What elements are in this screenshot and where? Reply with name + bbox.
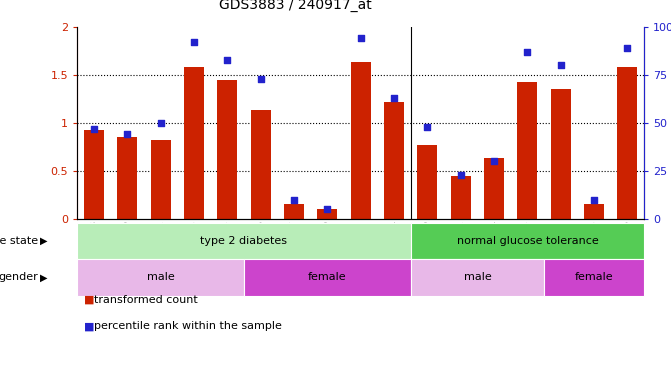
Text: disease state: disease state bbox=[0, 236, 38, 246]
Point bbox=[488, 158, 499, 164]
Point bbox=[189, 39, 199, 45]
Bar bbox=[284, 204, 304, 219]
Bar bbox=[317, 209, 338, 219]
Bar bbox=[617, 67, 637, 219]
Point bbox=[522, 49, 533, 55]
Text: ▶: ▶ bbox=[40, 272, 47, 283]
Point bbox=[389, 95, 399, 101]
Point bbox=[588, 197, 599, 203]
Text: male: male bbox=[464, 272, 491, 283]
Point bbox=[289, 197, 299, 203]
Text: gender: gender bbox=[0, 272, 38, 283]
Point bbox=[456, 172, 466, 178]
Text: type 2 diabetes: type 2 diabetes bbox=[201, 236, 287, 246]
Bar bbox=[217, 80, 238, 219]
Text: female: female bbox=[575, 272, 613, 283]
Text: female: female bbox=[308, 272, 347, 283]
Bar bbox=[384, 102, 404, 219]
Bar bbox=[484, 158, 504, 219]
Text: GDS3883 / 240917_at: GDS3883 / 240917_at bbox=[219, 0, 372, 12]
Point bbox=[356, 35, 366, 41]
Text: ■: ■ bbox=[84, 295, 95, 305]
Bar bbox=[417, 145, 437, 219]
Point bbox=[422, 124, 433, 130]
Bar bbox=[117, 137, 137, 219]
Point bbox=[255, 76, 266, 82]
Point bbox=[155, 120, 166, 126]
Point bbox=[556, 62, 566, 68]
Bar bbox=[184, 67, 204, 219]
Bar bbox=[517, 82, 537, 219]
Text: normal glucose tolerance: normal glucose tolerance bbox=[456, 236, 599, 246]
Point bbox=[89, 126, 99, 132]
Bar bbox=[84, 130, 104, 219]
Bar bbox=[250, 111, 270, 219]
Bar bbox=[451, 176, 471, 219]
Bar bbox=[584, 204, 604, 219]
Point bbox=[322, 206, 333, 212]
Text: ■: ■ bbox=[84, 321, 95, 331]
Point bbox=[622, 45, 633, 51]
Point bbox=[222, 56, 233, 63]
Point bbox=[122, 131, 133, 137]
Bar bbox=[551, 89, 571, 219]
Bar bbox=[351, 62, 370, 219]
Text: male: male bbox=[147, 272, 174, 283]
Text: percentile rank within the sample: percentile rank within the sample bbox=[94, 321, 282, 331]
Bar bbox=[150, 140, 170, 219]
Text: ▶: ▶ bbox=[40, 236, 47, 246]
Text: transformed count: transformed count bbox=[94, 295, 198, 305]
